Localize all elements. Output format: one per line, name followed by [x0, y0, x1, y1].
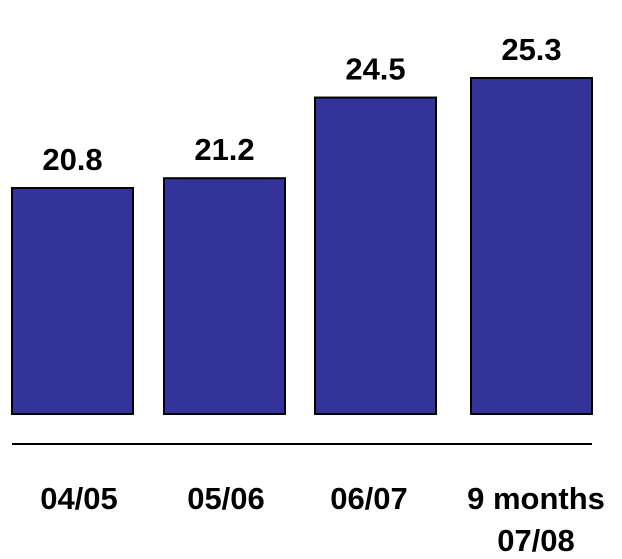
value-label-0: 20.8 — [42, 142, 102, 177]
bar-2 — [314, 96, 437, 416]
bar-0 — [11, 187, 134, 415]
category-label-1-line-0: 05/06 — [187, 481, 265, 516]
value-label-3: 25.3 — [501, 32, 561, 67]
category-label-1: 05/06 — [187, 481, 265, 516]
bar-3 — [470, 77, 593, 415]
category-label-3-line-0: 9 months — [467, 481, 605, 516]
category-label-2: 06/07 — [330, 481, 408, 516]
value-label-1: 21.2 — [194, 132, 254, 167]
value-labels-layer: 20.8 21.2 24.5 25.3 — [42, 32, 561, 177]
category-label-3: 9 months 07/08 — [467, 481, 605, 558]
category-labels-layer: 04/05 05/06 06/07 9 months 07/08 — [40, 481, 605, 558]
bar-1 — [163, 177, 286, 415]
category-label-2-line-0: 06/07 — [330, 481, 408, 516]
category-label-0-line-0: 04/05 — [40, 481, 118, 516]
category-label-3-line-1: 07/08 — [497, 523, 575, 558]
category-label-0: 04/05 — [40, 481, 118, 516]
bars-layer — [11, 77, 593, 416]
value-label-2: 24.5 — [345, 52, 405, 87]
